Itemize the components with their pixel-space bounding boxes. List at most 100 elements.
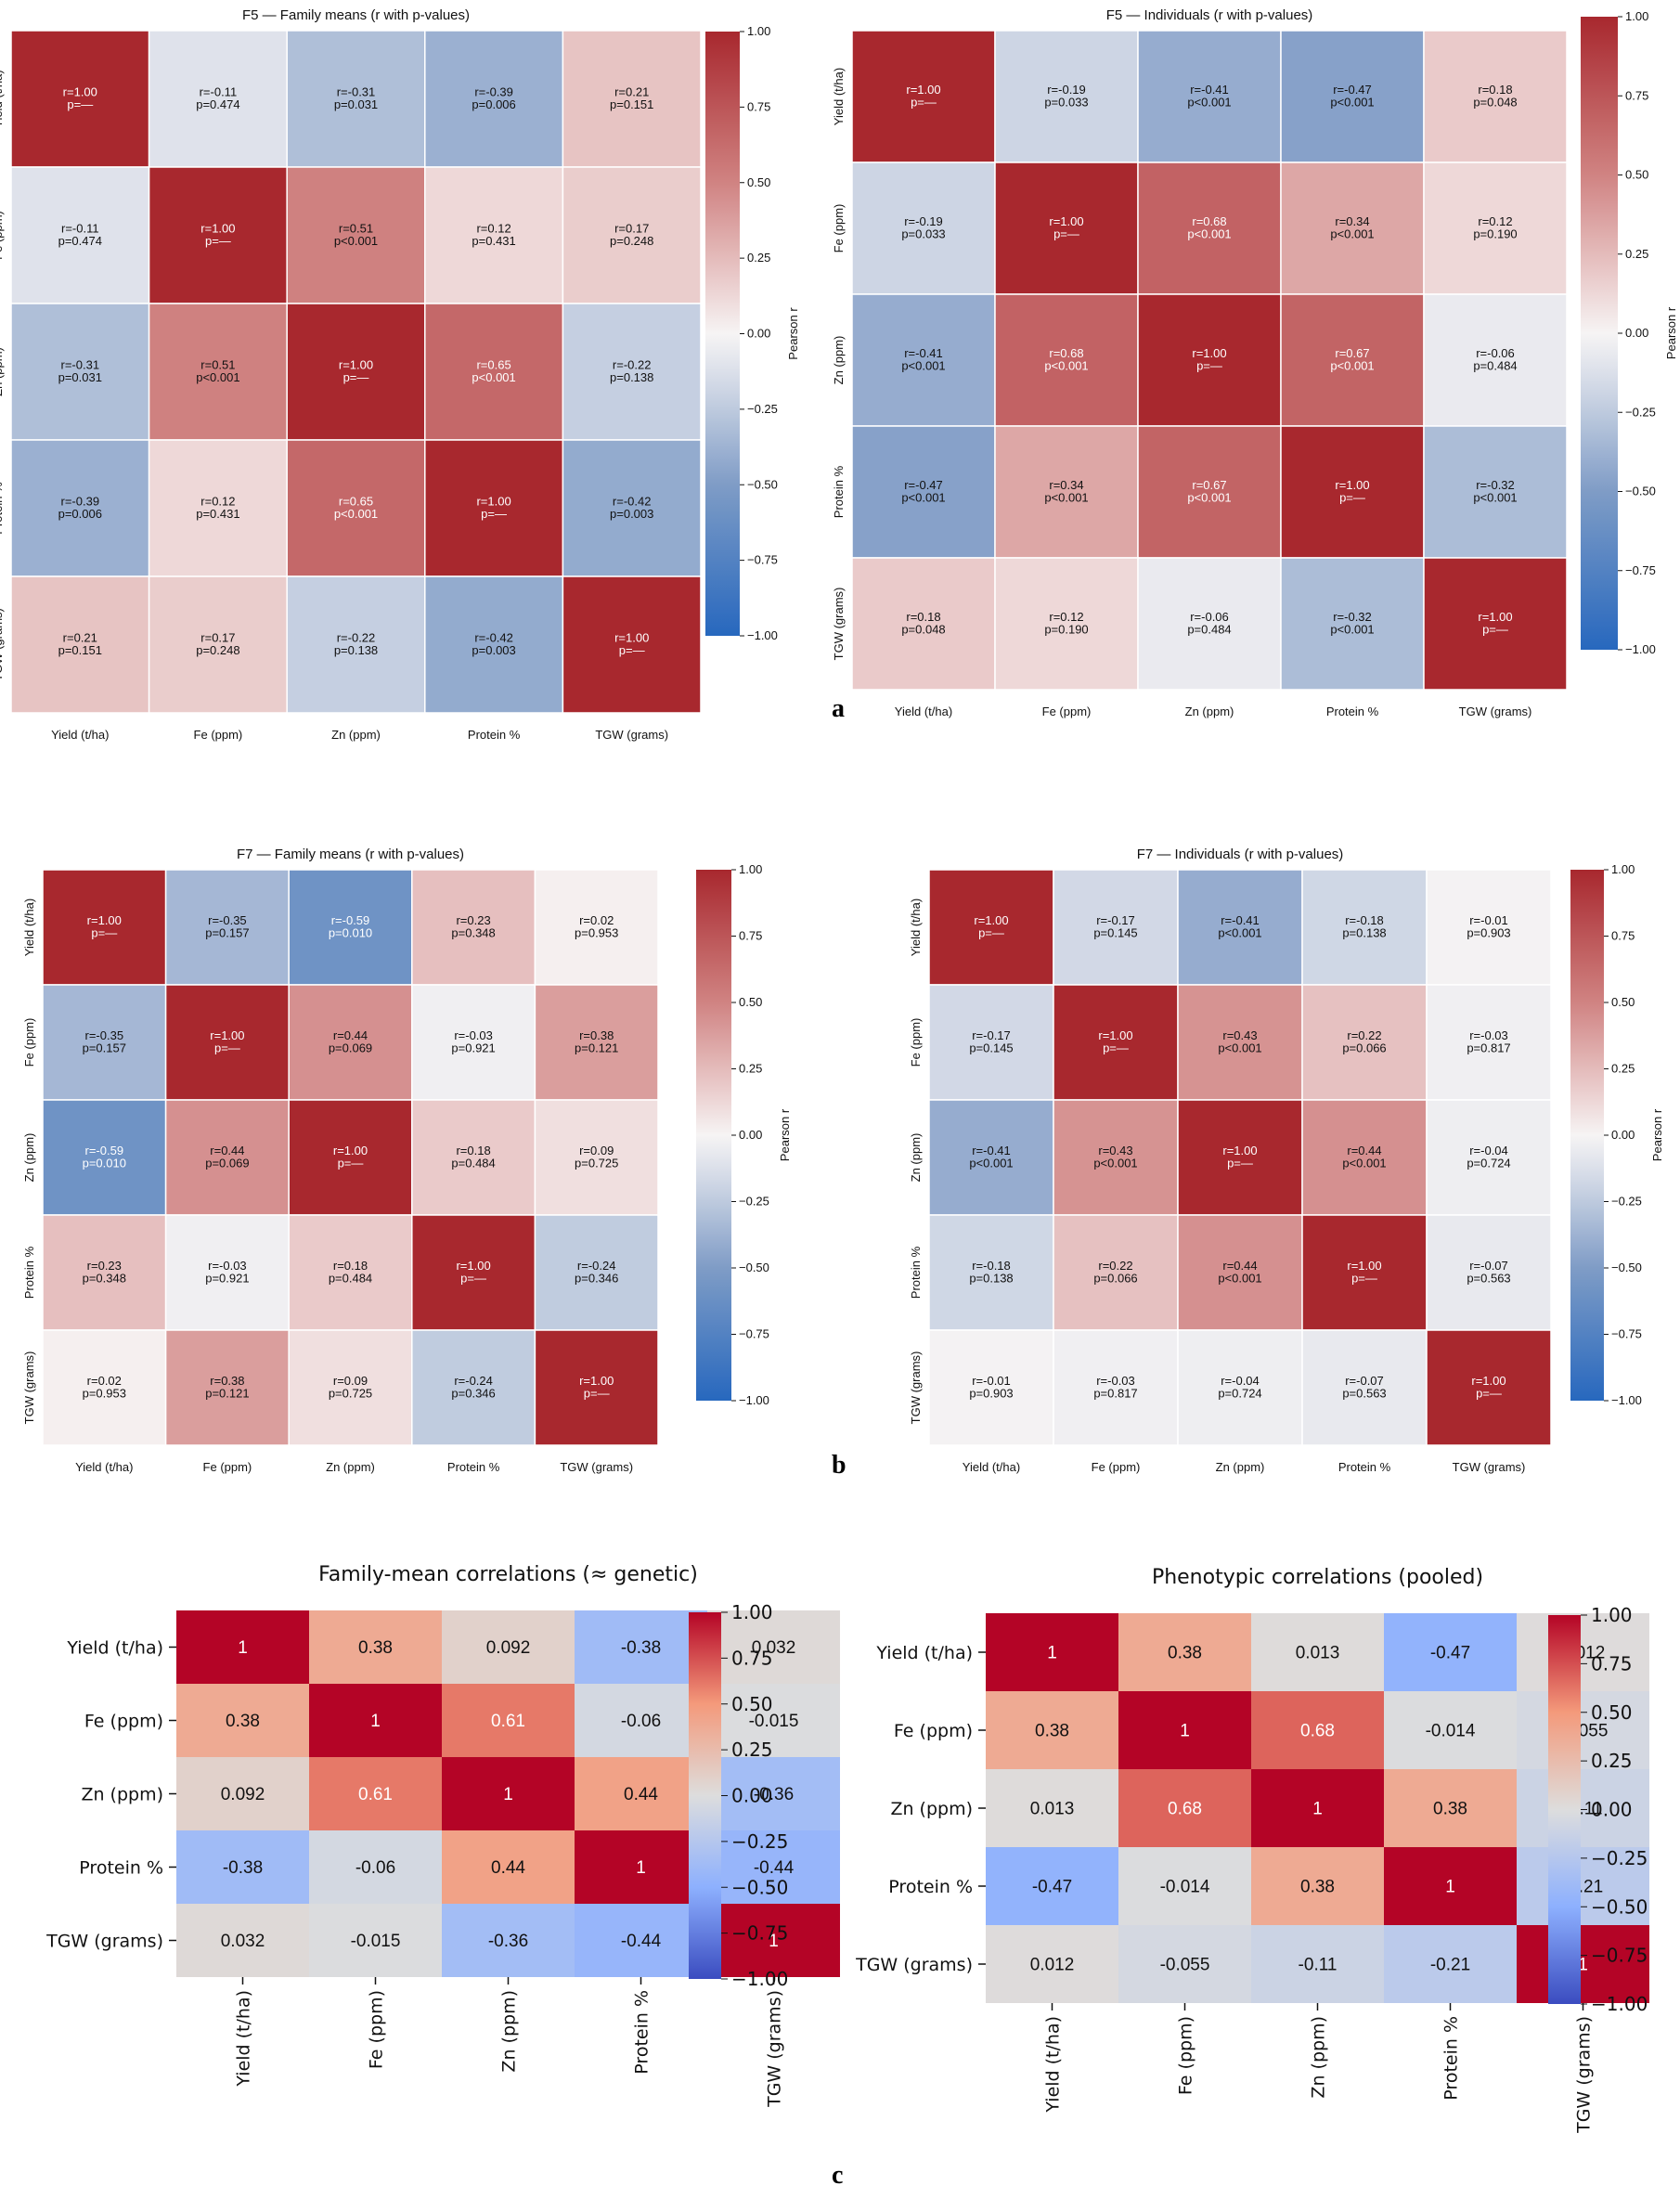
chart-title: F7 — Family means (r with p-values) xyxy=(237,847,464,862)
y-tick-label: Fe (ppm) xyxy=(0,211,5,260)
y-tick-label: Yield (t/ha) xyxy=(66,1638,163,1659)
chart-title: Phenotypic correlations (pooled) xyxy=(1152,1566,1483,1589)
heatmap-cell xyxy=(309,1904,442,1977)
colorbar-tick-label: 0.00 xyxy=(739,1128,762,1142)
heatmap-cell xyxy=(1177,984,1303,1101)
heatmap-cell xyxy=(986,1769,1118,1847)
cell-label: 0.013 xyxy=(1030,1800,1075,1819)
heatmap-cell xyxy=(1251,1613,1384,1691)
cell-label: r=0.23 p=0.348 xyxy=(83,1259,126,1286)
heatmap-cell xyxy=(442,1830,575,1904)
chart-title: F7 — Individuals (r with p-values) xyxy=(1137,847,1344,862)
cell-label: r=0.12 p=0.431 xyxy=(472,221,515,248)
y-tick-label: Protein % xyxy=(79,1858,163,1879)
heatmap-cell xyxy=(1384,1613,1517,1691)
heatmap-cell xyxy=(148,30,288,168)
heatmap-cell xyxy=(1423,162,1568,295)
y-tick-label: Fe (ppm) xyxy=(909,1018,923,1067)
cell-label: r=0.44 p<0.001 xyxy=(1342,1144,1386,1170)
y-tick-label: Protein % xyxy=(832,465,846,518)
colorbar-tick-label: −0.50 xyxy=(731,1876,788,1898)
cell-label: r=-0.18 p=0.138 xyxy=(1342,913,1386,940)
colorbar-tick-label: 0.75 xyxy=(739,929,762,943)
cell-label: r=-0.03 p=0.817 xyxy=(1467,1028,1510,1055)
heatmap-cell xyxy=(1177,869,1303,986)
cell-label: r=-0.03 p=0.817 xyxy=(1093,1374,1137,1401)
colorbar-tick-label: 1.00 xyxy=(1611,862,1635,876)
x-tick-label: Protein % xyxy=(1338,1460,1391,1474)
cell-label: 0.013 xyxy=(1296,1644,1340,1663)
cell-label: r=0.38 p=0.121 xyxy=(205,1374,249,1401)
heatmap-cell xyxy=(164,984,290,1101)
colorbar-tick-label: 0.00 xyxy=(747,327,770,341)
heatmap-cell xyxy=(851,30,996,163)
y-tick-label: Zn (ppm) xyxy=(22,1133,36,1183)
colorbar-tick-label: 0.50 xyxy=(747,175,770,189)
colorbar-tick-label: 0.75 xyxy=(1611,929,1635,943)
cell-label: r=1.00 p=— xyxy=(333,1144,368,1170)
x-tick-label: Fe (ppm) xyxy=(1042,705,1092,718)
heatmap-cell xyxy=(1517,1847,1649,1925)
heatmap-cell xyxy=(575,1830,707,1904)
heatmap-cell xyxy=(164,869,290,986)
heatmap-cell xyxy=(176,1610,309,1684)
x-tick-label: Fe (ppm) xyxy=(1176,2016,1196,2095)
cell-label: r=0.21 p=0.151 xyxy=(58,630,102,657)
cell-label: r=-0.39 p=0.006 xyxy=(472,84,515,111)
colorbar-tick-label: −0.75 xyxy=(747,553,778,567)
heatmap-cell xyxy=(994,557,1139,691)
cell-label: -0.36 xyxy=(488,1932,528,1951)
cell-label: r=0.18 p=0.048 xyxy=(1473,83,1517,110)
y-tick-label: Yield (t/ha) xyxy=(0,70,5,127)
heatmap-cell xyxy=(1301,1099,1428,1216)
y-tick-label: Protein % xyxy=(0,482,5,535)
colorbar-tick-label: −1.00 xyxy=(1625,642,1656,656)
cell-label: r=-0.06 p=0.484 xyxy=(1473,346,1517,373)
heatmap-cell xyxy=(42,869,167,986)
heatmap-cell xyxy=(442,1684,575,1757)
cell-label: r=0.34 p<0.001 xyxy=(1044,478,1088,505)
y-tick-label: Yield (t/ha) xyxy=(22,899,36,956)
heatmap-cell xyxy=(707,1830,840,1904)
heatmap-cell xyxy=(424,30,564,168)
heatmap-cell xyxy=(1301,1214,1428,1331)
cell-label: -0.015 xyxy=(351,1932,401,1951)
cell-label: r=0.65 p<0.001 xyxy=(334,494,378,521)
heatmap-cell xyxy=(286,439,426,577)
y-tick-label: Zn (ppm) xyxy=(81,1785,163,1805)
x-tick-label: Zn (ppm) xyxy=(331,728,381,742)
cell-label: r=-0.31 p=0.031 xyxy=(334,84,378,111)
cell-label: 0.032 xyxy=(221,1932,265,1951)
heatmap-cell xyxy=(575,1610,707,1684)
cell-label: r=0.43 p<0.001 xyxy=(1093,1144,1137,1170)
colorbar-tick-label: 0.00 xyxy=(731,1785,773,1807)
heatmap-cell xyxy=(1251,1925,1384,2003)
cell-label: r=0.68 p<0.001 xyxy=(1044,346,1088,373)
colorbar xyxy=(705,32,740,636)
heatmap-cell xyxy=(1517,1691,1649,1769)
colorbar-label: Pearson r xyxy=(1650,1108,1664,1161)
colorbar-tick-label: 0.25 xyxy=(1591,1750,1633,1772)
cell-label: r=-0.32 p<0.001 xyxy=(1330,610,1374,637)
heatmap-cell xyxy=(1426,1214,1552,1331)
heatmap-cell xyxy=(1118,1613,1251,1691)
y-tick-label: Zn (ppm) xyxy=(909,1133,923,1183)
heatmap-cell xyxy=(1137,30,1282,163)
heatmap-cell xyxy=(562,439,702,577)
cell-label: r=-0.19 p=0.033 xyxy=(1044,83,1088,110)
x-tick-label: Yield (t/ha) xyxy=(51,728,109,742)
y-tick-label: Protein % xyxy=(909,1246,923,1299)
colorbar-tick-label: 0.25 xyxy=(1625,247,1648,261)
cell-label: 0.38 xyxy=(358,1638,393,1658)
cell-label: r=-0.41 p<0.001 xyxy=(969,1144,1013,1170)
y-tick-label: Yield (t/ha) xyxy=(832,68,846,125)
heatmap-cell xyxy=(288,1329,413,1446)
x-tick-label: Fe (ppm) xyxy=(194,728,243,742)
cell-label: r=0.02 p=0.953 xyxy=(575,913,618,940)
cell-label: r=-0.41 p<0.001 xyxy=(1218,913,1261,940)
cell-label: r=-0.07 p=0.563 xyxy=(1467,1259,1510,1286)
colorbar-tick-label: −0.50 xyxy=(747,477,778,491)
cell-label: 1 xyxy=(238,1638,248,1658)
colorbar-tick-label: 0.50 xyxy=(731,1693,773,1715)
